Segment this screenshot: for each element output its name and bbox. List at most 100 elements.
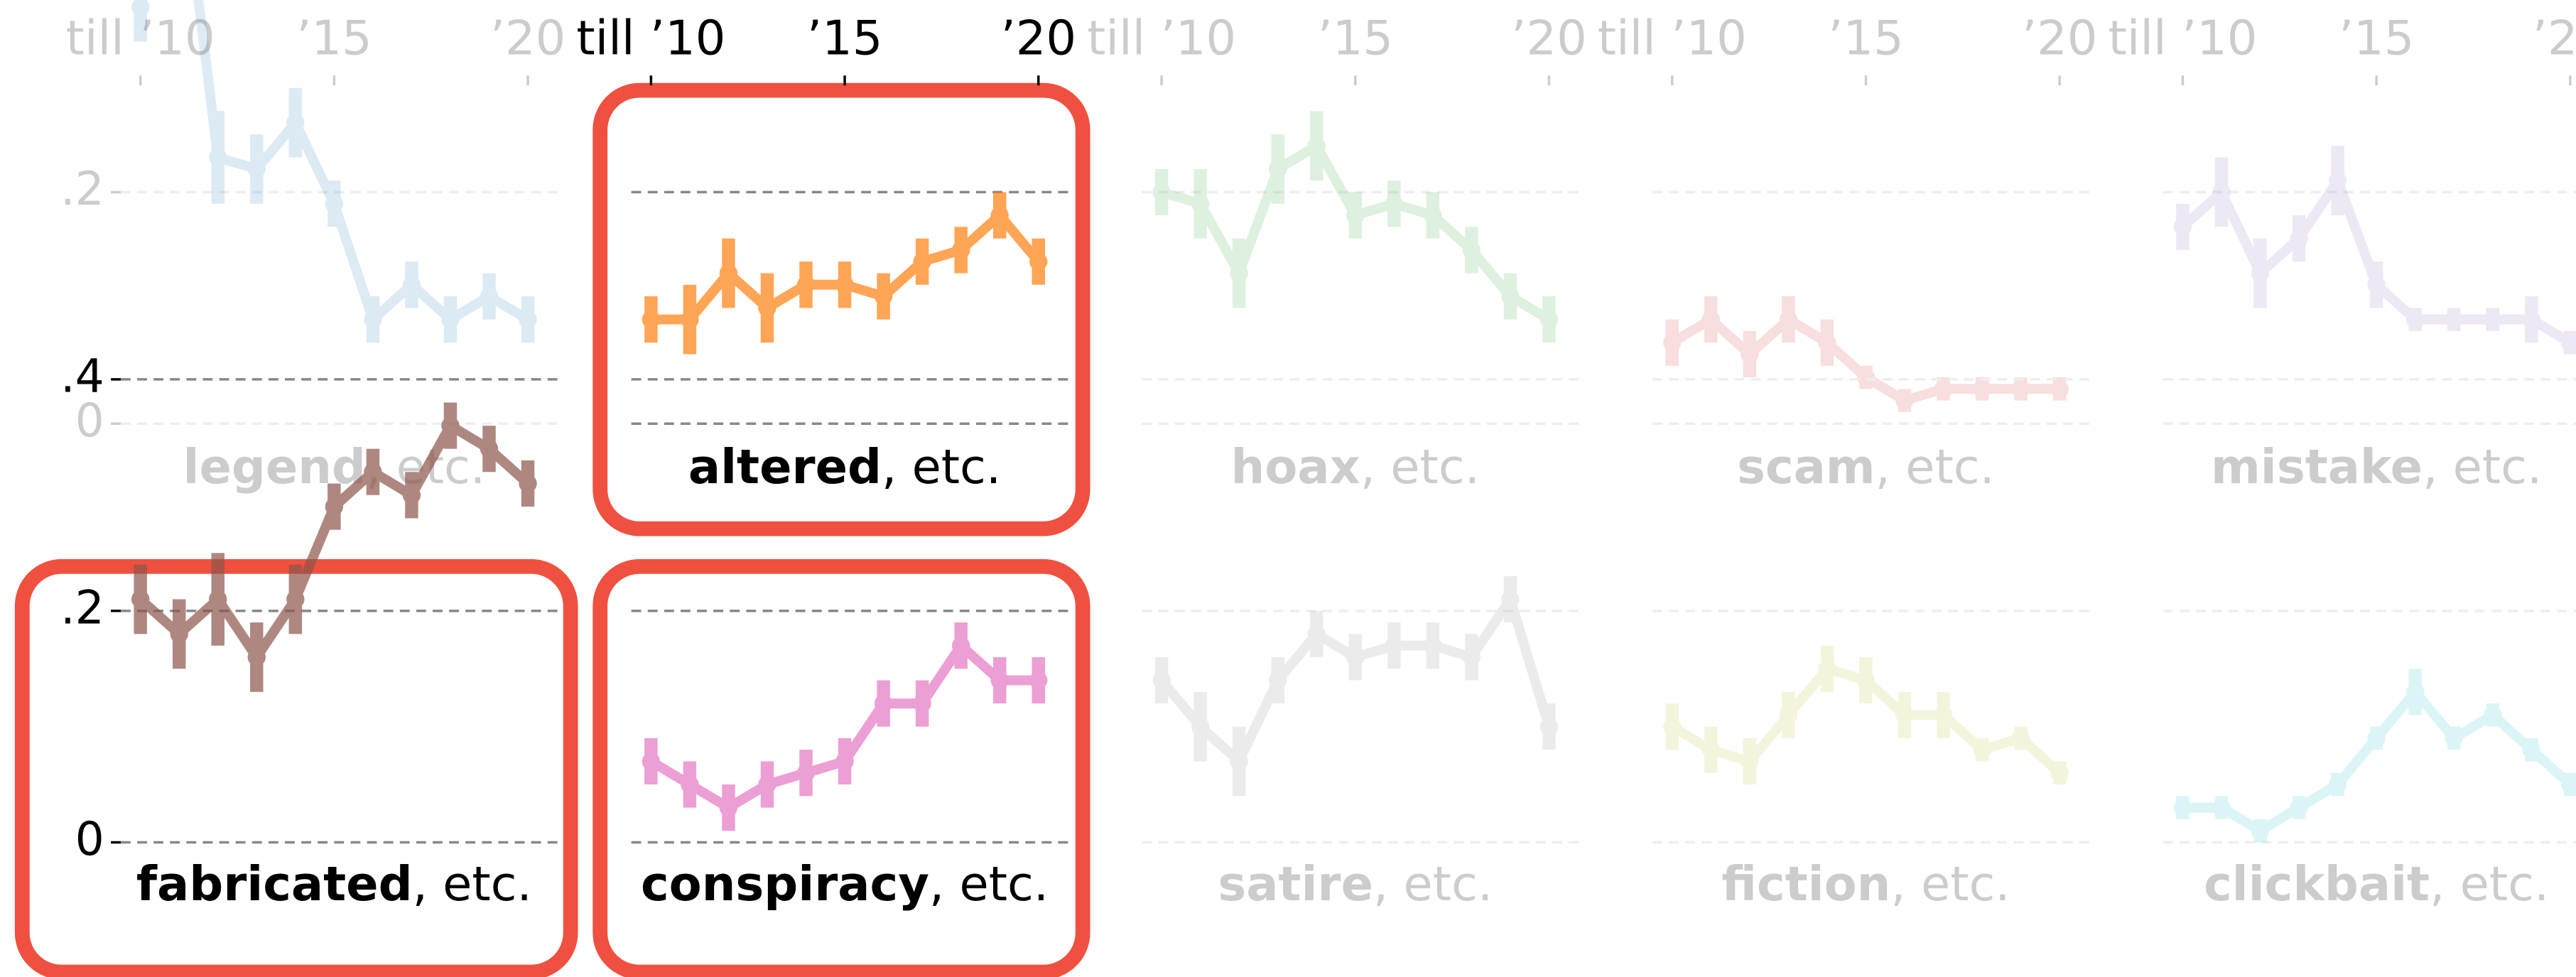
y-tick-label: 0	[75, 394, 104, 448]
series	[642, 192, 1048, 355]
x-tick-label: till ’10	[1598, 10, 1747, 65]
panel-suffix: , etc.	[413, 855, 532, 911]
point	[1501, 287, 1520, 306]
point	[1152, 671, 1171, 690]
panel-label: mistake, etc.	[2211, 438, 2542, 494]
point	[1973, 740, 1991, 759]
series	[1663, 296, 2069, 412]
point	[247, 648, 266, 666]
point	[364, 463, 382, 481]
point	[913, 694, 931, 713]
point	[1741, 752, 1759, 771]
panel-keyword: mistake	[2211, 438, 2423, 494]
point	[1230, 752, 1248, 771]
point	[1462, 648, 1481, 666]
point	[1230, 264, 1248, 283]
point	[402, 486, 421, 504]
line	[2179, 176, 2573, 347]
panel-keyword: fiction	[1721, 855, 1890, 911]
point	[2484, 706, 2502, 725]
point	[990, 206, 1009, 225]
point	[1818, 333, 1836, 352]
panel-keyword: fabricated	[136, 855, 413, 911]
panel-label: clickbait, etc.	[2204, 855, 2549, 911]
panel-suffix: , etc.	[2430, 855, 2549, 911]
point	[1268, 671, 1287, 690]
series	[2173, 146, 2576, 355]
panel-label: altered, etc.	[688, 438, 1001, 494]
panel-label: fiction, etc.	[1721, 855, 2010, 911]
point	[131, 0, 150, 16]
point	[2367, 276, 2386, 294]
point	[990, 671, 1009, 690]
y-tick-label: 0	[75, 813, 104, 866]
line	[1160, 141, 1552, 324]
point	[441, 310, 460, 329]
point	[1779, 706, 1798, 725]
point	[2328, 775, 2347, 794]
point	[2050, 379, 2069, 399]
point	[2561, 333, 2576, 352]
x-tick-label: ’15	[296, 10, 372, 65]
panel-suffix: , etc.	[1876, 438, 1995, 494]
panel-suffix: , etc.	[1360, 438, 1480, 494]
point	[1385, 195, 1403, 213]
point	[2011, 729, 2030, 747]
x-tick-label: till ’10	[66, 10, 215, 65]
point	[2251, 821, 2270, 840]
panel-label: conspiracy, etc.	[641, 855, 1049, 911]
point	[2405, 310, 2425, 329]
point	[1307, 136, 1326, 155]
x-tick-label: ’20	[490, 10, 566, 65]
point	[951, 241, 970, 259]
point	[719, 264, 738, 283]
point	[286, 590, 305, 609]
point	[247, 160, 266, 178]
point	[796, 276, 816, 294]
point	[325, 195, 344, 213]
series	[1152, 111, 1559, 343]
y-tick-label: .2	[60, 163, 104, 216]
point	[1934, 706, 1953, 725]
point	[681, 775, 699, 794]
point	[835, 276, 854, 294]
point	[2173, 798, 2192, 817]
point	[2050, 764, 2069, 782]
panel-suffix: , etc.	[1373, 855, 1493, 911]
point	[2328, 171, 2347, 190]
panel-keyword: altered	[688, 438, 882, 494]
point	[642, 752, 661, 771]
series	[1152, 576, 1559, 797]
point	[2522, 740, 2541, 759]
x-tick-label: till ’10	[1087, 10, 1236, 65]
point	[1385, 636, 1403, 655]
point	[1346, 648, 1365, 666]
point	[2011, 379, 2030, 399]
point	[835, 752, 854, 771]
point	[209, 148, 227, 167]
point	[2561, 775, 2576, 794]
series	[131, 402, 537, 692]
x-tick-label: till ’10	[2108, 10, 2257, 65]
point	[913, 252, 931, 271]
point	[402, 276, 421, 294]
line	[1669, 664, 2063, 777]
point	[2484, 310, 2502, 329]
point	[441, 416, 460, 435]
panel-label: fabricated, etc.	[136, 855, 532, 911]
x-tick-label: ’15	[1317, 10, 1393, 65]
point	[2173, 217, 2192, 236]
x-tick-label: ’20	[1511, 10, 1587, 65]
line	[2182, 686, 2574, 836]
point	[1307, 625, 1326, 643]
point	[1973, 379, 1991, 399]
y-tick-label: .4	[60, 350, 104, 403]
point	[1856, 671, 1876, 690]
point	[2290, 798, 2308, 817]
line	[1669, 314, 2060, 406]
point	[170, 625, 188, 643]
highlight-box	[592, 82, 1091, 536]
panel-suffix: , etc.	[882, 438, 1001, 494]
panel-keyword: clickbait	[2204, 855, 2430, 911]
point	[758, 775, 776, 794]
